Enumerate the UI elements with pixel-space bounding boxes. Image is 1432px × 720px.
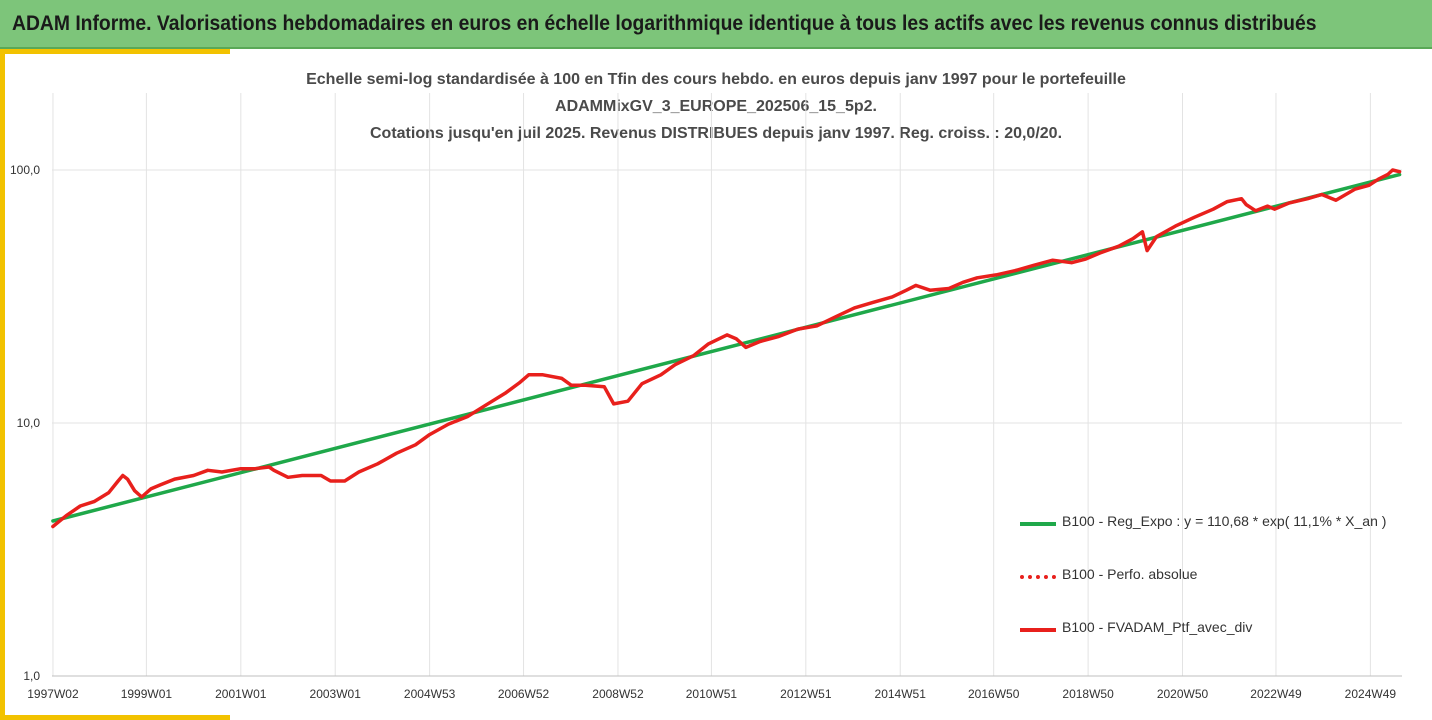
- y-tick-label: 1,0: [23, 669, 40, 683]
- header-banner: ADAM Informe. Valorisations hebdomadaire…: [0, 0, 1432, 49]
- chart-title-line-3: Cotations jusqu'en juil 2025. Revenus DI…: [369, 125, 1063, 142]
- legend-swatch-perfo-absolue: [1020, 575, 1056, 579]
- x-tick-label: 2010W51: [686, 687, 738, 701]
- x-tick-label: 2024W49: [1345, 687, 1397, 701]
- series-line-regression: [51, 172, 1402, 523]
- x-tick-label: 2012W51: [780, 687, 832, 701]
- x-tick-label: 1999W01: [121, 687, 173, 701]
- x-tick-label: 2020W50: [1157, 687, 1209, 701]
- x-tick-label: 2014W51: [875, 687, 927, 701]
- x-tick-label: 2022W49: [1250, 687, 1302, 701]
- x-tick-label: 2006W52: [498, 687, 550, 701]
- page-title: ADAM Informe. Valorisations hebdomadaire…: [12, 12, 1317, 35]
- x-tick-label: 2003W01: [310, 687, 362, 701]
- chart-title-line-1: Echelle semi-log standardisée à 100 en T…: [306, 71, 1126, 88]
- legend-label-perfo-absolue: B100 - Perfo. absolue: [1062, 566, 1198, 582]
- accent-bar-top: [0, 49, 230, 54]
- y-tick-label: 100,0: [10, 163, 40, 177]
- y-tick-label: 10,0: [17, 416, 41, 430]
- legend-label-regression: B100 - Reg_Expo : y = 110,68 * exp( 11,1…: [1062, 513, 1387, 529]
- accent-bar-left: [0, 49, 5, 720]
- x-tick-label: 2004W53: [404, 687, 456, 701]
- x-tick-label: 2008W52: [592, 687, 644, 701]
- x-tick-label: 1997W02: [27, 687, 79, 701]
- legend-label-portfolio: B100 - FVADAM_Ptf_avec_div: [1062, 619, 1253, 635]
- legend-swatch-regression: [1020, 522, 1056, 526]
- x-tick-label: 2001W01: [215, 687, 267, 701]
- series-line-portfolio: [51, 168, 1402, 529]
- chart-title-line-2: ADAMMixGV_3_EUROPE_202506_15_5p2.: [555, 98, 877, 115]
- x-tick-label: 2018W50: [1062, 687, 1114, 701]
- accent-bar-bottom: [0, 715, 230, 720]
- x-tick-label: 2016W50: [968, 687, 1020, 701]
- legend-swatch-portfolio: [1020, 628, 1056, 632]
